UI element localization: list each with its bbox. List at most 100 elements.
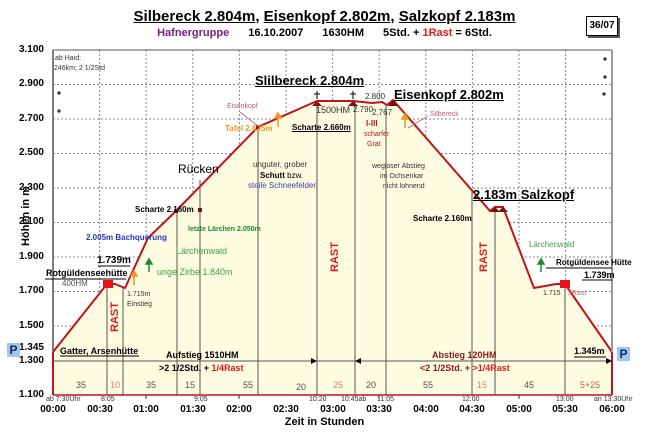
x-axis-label: Zeit in Stunden — [284, 416, 365, 428]
note-wegloser-3: nicht lohnend — [383, 183, 425, 190]
sign-silbereck: Silbereck — [430, 111, 459, 118]
note-schutt-bold: Schutt — [260, 171, 285, 180]
label-1715-right: 1.715 — [543, 290, 561, 297]
chart-subtitle: Hafnergruppe 16.10.2007 1630HM 5Std. + 1… — [0, 27, 649, 39]
y-axis-label: Höhen in m — [20, 186, 32, 246]
time-1105: 11:05 — [377, 396, 394, 403]
ytick-1345: 1.345 — [18, 342, 44, 353]
ytick-2700: 2.700 — [18, 113, 44, 124]
time-1045: 10:45ab — [341, 396, 367, 403]
elevation-line — [52, 98, 613, 353]
segment-duration: 45 — [523, 380, 534, 390]
label-1715-left: 1.715m — [127, 291, 151, 298]
time-rest: 1Rast — [422, 27, 453, 39]
orange-arrow-icons — [129, 111, 410, 285]
xtick-0500: 05:00 — [506, 404, 532, 415]
time-walk: 5Std. + — [383, 27, 420, 39]
label-grade: I-III — [366, 119, 378, 128]
note-unguter: unguter, grober — [253, 160, 308, 169]
segment-duration: 5+25 — [579, 380, 601, 390]
label-gatter: Gatter, Arsenhütte — [60, 346, 139, 356]
label-aufstieg: Aufstieg 1510HM — [166, 350, 239, 360]
label-scharfer: scharfer — [364, 131, 390, 138]
label-bachquerung: 2.005m Bachquerung — [86, 233, 167, 242]
label-laerchenwald-left: Lärchenwald — [176, 246, 228, 256]
label-abstieg: Abstieg 120HM — [432, 350, 497, 360]
xtick-0600: 06:00 — [599, 404, 625, 415]
title-silbereck: Silbereck 2.804m — [133, 8, 256, 25]
label-scharte-2160-left: Scharte 2.160m — [135, 205, 194, 214]
region: Hafnergruppe — [157, 27, 230, 39]
ytick-3100: 3.100 — [18, 44, 44, 55]
segment-duration: 10 — [109, 380, 120, 390]
abstieg-time: <2 1/2Std. + — [420, 363, 473, 373]
elevation-gain: 1630HM — [322, 27, 364, 39]
label-letzte-laerchen: letzte Lärchen 2.050m — [188, 226, 261, 233]
ytick-1700: 1.700 — [18, 285, 44, 296]
label-scharte-2160-right: Scharte 2.160m — [413, 214, 472, 223]
ytick-2900: 2.900 — [18, 78, 44, 89]
xtick-0530: 05:30 — [552, 404, 578, 415]
xtick-0300: 03:00 — [320, 404, 346, 415]
aufstieg-time: >2 1/2Std. + — [159, 363, 212, 373]
time-start: ab 7:30Uhr — [46, 396, 81, 403]
label-silbereck-peak: Slilbereck 2.804m — [255, 73, 365, 88]
label-einstieg: Einstieg — [127, 301, 152, 308]
note-schutt: Schutt bzw. — [260, 171, 303, 180]
time-0905: 9:05 — [194, 396, 208, 403]
note-distance: 246km; 2 1/2Std — [54, 65, 105, 72]
ytick-1100: 1.100 — [18, 389, 44, 400]
label-grat: Grat — [367, 141, 381, 148]
label-2790: 2.790 — [353, 105, 374, 114]
hut-icon-left — [103, 280, 113, 288]
cross-icons — [314, 91, 356, 99]
xtick-0100: 01:00 — [133, 404, 159, 415]
segment-duration: 15 — [476, 380, 487, 390]
rast-label: RAST — [478, 242, 490, 272]
segment-duration: 55 — [242, 380, 253, 390]
xtick-0230: 02:30 — [273, 404, 299, 415]
segment-duration: 35 — [75, 380, 86, 390]
label-huette-right-name: Rotgüldensee Hütte — [556, 258, 632, 267]
ytick-2100: 2.100 — [18, 216, 44, 227]
label-end-elev: 1.345m — [574, 346, 605, 356]
label-abstieg-time: <2 1/2Std. + >1/4Rast — [420, 363, 510, 373]
label-laerchenwald-right: Lärchenwald — [529, 240, 575, 249]
aufstieg-rast: 1/4Rast — [211, 363, 244, 373]
label-urige-zirbe: urige Zirbe 1.840m — [157, 267, 233, 277]
segment-duration: 20 — [365, 380, 376, 390]
sign-eisenkopf: Eisenkopf — [227, 103, 258, 110]
summit-cross-icons — [312, 100, 508, 212]
ytick-1500: 1.500 — [18, 320, 44, 331]
label-huette-left-elev: 1.739m — [97, 255, 131, 266]
label-scharte-2660: Scharte 2.660m — [292, 123, 351, 132]
corner-plus-icons — [57, 57, 607, 113]
title-eisenkopf: Eisenkopf 2.802m — [263, 8, 391, 25]
ytick-1900: 1.900 — [18, 251, 44, 262]
label-huette-right-elev: 1.739m — [584, 270, 615, 280]
label-tafel: Tafel 2.625m — [225, 124, 273, 133]
rast-label: RAST — [109, 302, 121, 332]
label-400hm: 400HM — [62, 279, 88, 288]
segment-duration: 20 — [295, 382, 306, 392]
label-2767: 2.767 — [372, 108, 393, 117]
time-1300: 13:00 — [556, 396, 574, 403]
note-bzw: bzw. — [284, 171, 304, 180]
segment-duration: 55 — [422, 380, 433, 390]
note-wegloser-2: im Ochsenkar — [380, 173, 424, 180]
xtick-0030: 00:30 — [87, 404, 113, 415]
note-schneefelder: steile Schneefelder — [248, 181, 317, 190]
xtick-0430: 04:30 — [459, 404, 485, 415]
time-end: an 13:30Uhr — [594, 396, 633, 403]
note-ab-haid: ab Haid: — [55, 55, 82, 62]
label-huette-left-name: Rotgüldenseehütte — [46, 268, 128, 278]
parking-icon-right: P — [617, 347, 630, 361]
rast-label: RAST — [329, 242, 341, 272]
parking-icon-left: P — [7, 343, 20, 357]
label-eisenkopf-peak: Eisenkopf 2.802m — [394, 87, 504, 102]
label-5rast: 5Rast — [568, 290, 587, 297]
segment-duration: 25 — [332, 380, 343, 390]
ytick-1300: 1.300 — [18, 355, 44, 366]
label-aufstieg-time: >2 1/2Std. + 1/4Rast — [159, 363, 244, 373]
